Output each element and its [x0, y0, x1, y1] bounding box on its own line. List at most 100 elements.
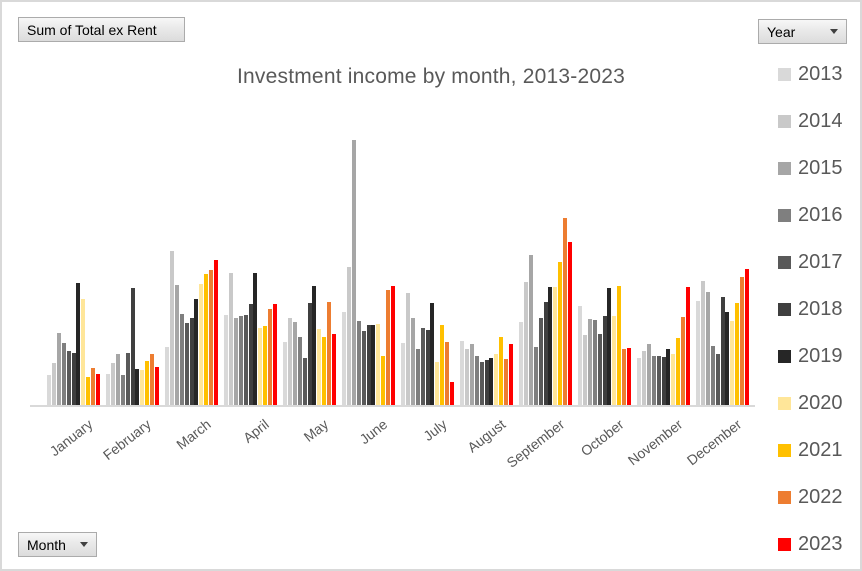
bar-2018-may: [307, 303, 312, 405]
bar-2018-november: [661, 357, 666, 405]
bar-2013-october: [578, 306, 582, 405]
legend-label-2022: 2022: [798, 486, 843, 508]
legend-label-2018: 2018: [798, 298, 843, 320]
bar-2021-december: [735, 303, 740, 405]
bar-2022-march: [209, 270, 214, 405]
bar-2013-february: [106, 374, 110, 405]
legend-swatch-2020: [778, 397, 791, 410]
bar-2019-october: [607, 288, 612, 405]
bar-2016-october: [592, 320, 597, 405]
bar-2022-november: [681, 317, 686, 405]
bar-2023-november: [686, 287, 690, 405]
bar-2018-july: [425, 330, 430, 405]
bar-2013-june: [342, 312, 346, 405]
bar-2018-september: [543, 302, 548, 405]
bar-2021-november: [676, 338, 681, 405]
bar-2014-january: [51, 363, 56, 405]
bar-2021-june: [381, 356, 386, 405]
bar-2023-october: [627, 348, 631, 405]
axis-label-july: July: [419, 416, 450, 444]
legend-item-2013: 2013: [778, 51, 843, 98]
bar-2016-september: [533, 347, 538, 405]
bar-2016-june: [356, 321, 361, 405]
bar-2022-april: [268, 309, 273, 405]
bar-2018-march: [189, 318, 194, 405]
value-field-button[interactable]: Sum of Total ex Rent: [18, 17, 185, 42]
bar-2019-august: [489, 358, 494, 405]
bar-2023-june: [391, 286, 395, 405]
bar-2022-may: [327, 302, 332, 405]
bar-2023-september: [568, 242, 572, 405]
bar-2014-november: [641, 351, 646, 405]
bar-2020-november: [671, 354, 676, 405]
legend-item-2022: 2022: [778, 474, 843, 521]
value-field-label: Sum of Total ex Rent: [27, 21, 157, 38]
bar-2020-december: [730, 321, 735, 405]
bar-2013-november: [637, 358, 641, 405]
bar-2021-july: [440, 325, 445, 405]
bar-2020-october: [612, 316, 617, 405]
month-filter-label: Month: [27, 536, 66, 553]
bar-2020-april: [258, 328, 263, 405]
legend-item-2016: 2016: [778, 192, 843, 239]
bar-2019-june: [371, 325, 376, 405]
bar-2020-june: [376, 324, 381, 405]
chart-title: Investment income by month, 2013-2023: [237, 65, 625, 88]
bar-2021-april: [263, 326, 268, 405]
bar-2013-january: [47, 375, 51, 405]
bar-2017-july: [420, 328, 425, 405]
bar-2014-march: [169, 251, 174, 405]
bar-2020-may: [317, 329, 322, 405]
axis-label-may: May: [300, 416, 332, 445]
legend-swatch-2023: [778, 538, 791, 551]
bar-2017-december: [715, 354, 720, 405]
bar-2015-june: [351, 140, 356, 405]
bar-2014-december: [700, 281, 705, 405]
bar-2021-august: [499, 337, 504, 405]
bar-2014-february: [110, 363, 115, 405]
bar-2015-may: [292, 322, 297, 405]
legend-swatch-2016: [778, 209, 791, 222]
legend-label-2017: 2017: [798, 251, 843, 273]
bar-2016-january: [61, 343, 66, 405]
bar-2020-september: [553, 287, 558, 405]
axis-label-september: September: [503, 416, 568, 471]
bar-2015-july: [410, 318, 415, 405]
legend-item-2023: 2023: [778, 521, 843, 568]
bar-2017-march: [184, 323, 189, 405]
axis-label-december: December: [683, 416, 745, 469]
bar-2013-march: [165, 347, 169, 405]
bar-2018-january: [71, 353, 76, 405]
chevron-down-icon: [830, 29, 838, 34]
bar-2018-june: [366, 325, 371, 405]
legend-swatch-2017: [778, 256, 791, 269]
legend-label-2014: 2014: [798, 110, 843, 132]
bar-2019-february: [135, 369, 140, 405]
bar-2022-january: [91, 368, 96, 405]
axis-label-february: February: [100, 416, 155, 464]
month-filter-button[interactable]: Month: [18, 532, 97, 557]
legend-swatch-2022: [778, 491, 791, 504]
year-filter-button[interactable]: Year: [758, 19, 847, 44]
legend-label-2016: 2016: [798, 204, 843, 226]
bar-2020-july: [435, 362, 440, 405]
bar-2021-january: [86, 377, 91, 405]
bar-2017-june: [361, 331, 366, 405]
bar-2017-october: [597, 334, 602, 405]
legend-item-2020: 2020: [778, 380, 843, 427]
legend-swatch-2019: [778, 350, 791, 363]
bar-2023-august: [509, 344, 513, 405]
bar-2019-may: [312, 286, 317, 405]
bar-2017-september: [538, 318, 543, 405]
bar-2022-february: [150, 354, 155, 405]
chevron-down-icon: [80, 542, 88, 547]
bar-2014-june: [346, 267, 351, 405]
bar-2019-july: [430, 303, 435, 405]
category-axis-line: [30, 405, 755, 407]
bar-2015-october: [587, 319, 592, 405]
bar-2017-april: [243, 315, 248, 405]
bar-2021-march: [204, 274, 209, 405]
bar-2016-december: [710, 346, 715, 405]
bar-2016-november: [651, 356, 656, 405]
